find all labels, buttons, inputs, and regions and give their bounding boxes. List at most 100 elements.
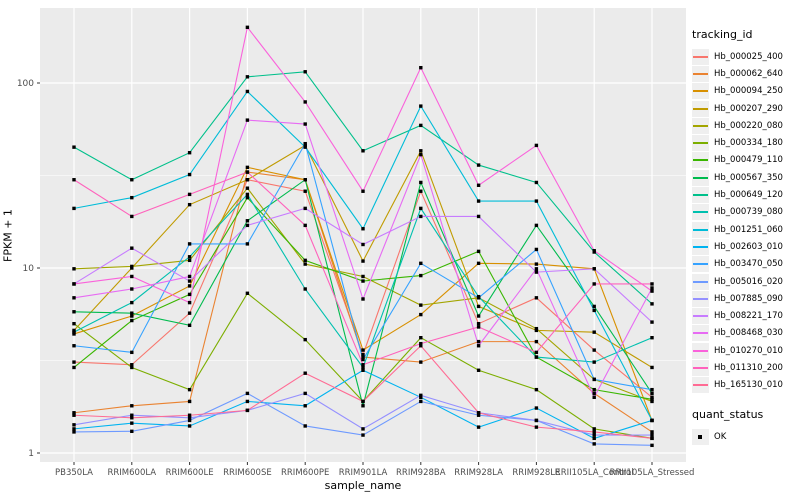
legend-key-line — [693, 142, 708, 145]
data-point — [187, 150, 192, 155]
data-point — [245, 186, 250, 190]
data-point — [130, 314, 134, 318]
y-tick-label: 10 — [23, 264, 35, 274]
data-point — [592, 249, 596, 253]
data-point — [303, 287, 307, 291]
data-point — [187, 300, 192, 305]
data-point — [650, 387, 654, 392]
data-point — [361, 365, 365, 370]
legend-key-swatch — [692, 221, 709, 238]
data-point — [534, 143, 539, 148]
data-point — [72, 411, 76, 415]
data-point — [419, 65, 423, 70]
data-point — [245, 291, 250, 295]
data-point — [361, 368, 365, 372]
y-axis-title: FPKM + 1 — [1, 209, 15, 262]
data-point — [303, 371, 307, 375]
data-point — [245, 118, 250, 122]
data-point — [650, 399, 654, 404]
data-point — [187, 242, 192, 246]
data-point — [130, 416, 134, 420]
data-point — [72, 330, 76, 334]
data-point — [72, 282, 76, 286]
data-point — [245, 223, 250, 228]
x-tick-label: RRII105LA_Stressed — [610, 468, 695, 478]
data-point — [476, 214, 481, 219]
legend-key-swatch — [692, 359, 709, 376]
legend-item-Hb_000649_120: Hb_000649_120 — [692, 186, 798, 204]
data-point — [303, 70, 307, 74]
legend-item-label: Hb_001251_060 — [714, 224, 783, 235]
data-point — [476, 163, 481, 167]
data-point — [650, 436, 654, 441]
data-point — [187, 274, 192, 279]
data-point — [592, 391, 596, 396]
legend-key-line — [693, 55, 708, 58]
data-point — [534, 270, 539, 274]
data-point — [534, 406, 539, 410]
x-axis-title: sample_name — [324, 479, 402, 492]
legend-item-Hb_000025_400: Hb_000025_400 — [692, 48, 798, 65]
data-point — [419, 261, 423, 266]
data-point — [361, 357, 365, 362]
data-point — [476, 249, 481, 254]
data-point — [245, 408, 250, 413]
data-point — [419, 341, 423, 346]
data-point — [130, 195, 134, 200]
data-point — [361, 427, 365, 431]
legend-item-Hb_001251_060: Hb_001251_060 — [692, 221, 798, 238]
quant-status-title: quant_status — [692, 407, 764, 421]
data-point — [245, 89, 250, 94]
legend-item-label: Hb_000479_110 — [714, 155, 783, 166]
data-point — [72, 321, 76, 326]
legend-item-label: Hb_000025_400 — [714, 51, 783, 62]
data-point — [592, 330, 596, 334]
legend-item-Hb_000567_350: Hb_000567_350 — [692, 169, 798, 186]
data-point — [72, 267, 76, 271]
data-point — [130, 421, 134, 425]
data-point — [476, 425, 481, 429]
quant-status-key-swatch — [692, 428, 709, 445]
data-point — [534, 267, 539, 271]
data-point — [592, 395, 596, 400]
data-point — [130, 274, 134, 279]
data-point — [303, 143, 307, 148]
data-point — [130, 350, 134, 355]
legend-item-Hb_000739_080: Hb_000739_080 — [692, 204, 798, 221]
data-point — [534, 387, 539, 392]
legend-item-label: Hb_000567_350 — [714, 172, 783, 183]
legend-key-line — [693, 263, 708, 266]
data-point — [245, 75, 250, 79]
data-point — [592, 267, 596, 271]
data-point — [303, 337, 307, 342]
legend-item-label: Hb_000220_080 — [714, 120, 783, 131]
data-point — [303, 189, 307, 193]
data-point — [650, 302, 654, 306]
filled-square-marker-icon — [698, 434, 702, 439]
legend-item-Hb_007885_090: Hb_007885_090 — [692, 290, 798, 307]
x-tick-label: RRIM928LE — [512, 468, 560, 478]
legend-item-Hb_003470_050: Hb_003470_050 — [692, 256, 798, 273]
data-point — [187, 311, 192, 315]
legend-item-Hb_008221_170: Hb_008221_170 — [692, 307, 798, 325]
data-point — [361, 355, 365, 359]
x-tick-label: RRIM901LA — [339, 468, 388, 478]
legend-key-line — [693, 124, 708, 127]
data-point — [303, 145, 307, 149]
data-point — [187, 424, 192, 428]
legend-item-label: Hb_000649_120 — [714, 190, 783, 201]
legend-key-swatch — [692, 117, 709, 134]
data-point — [245, 399, 250, 404]
legend-key-line — [693, 332, 708, 335]
data-point — [303, 178, 307, 182]
legend-items: Hb_000025_400 Hb_000062_640 Hb_000094_250 H… — [692, 48, 798, 394]
data-point — [419, 335, 423, 340]
legend-key-line — [693, 245, 708, 248]
x-tick-label: RRIM600LE — [166, 468, 214, 478]
x-tick-label: RRIM928LA — [454, 468, 503, 478]
data-point — [130, 178, 134, 182]
data-point — [245, 178, 250, 182]
data-point — [650, 430, 654, 434]
data-point — [419, 312, 423, 317]
data-point — [592, 304, 596, 309]
